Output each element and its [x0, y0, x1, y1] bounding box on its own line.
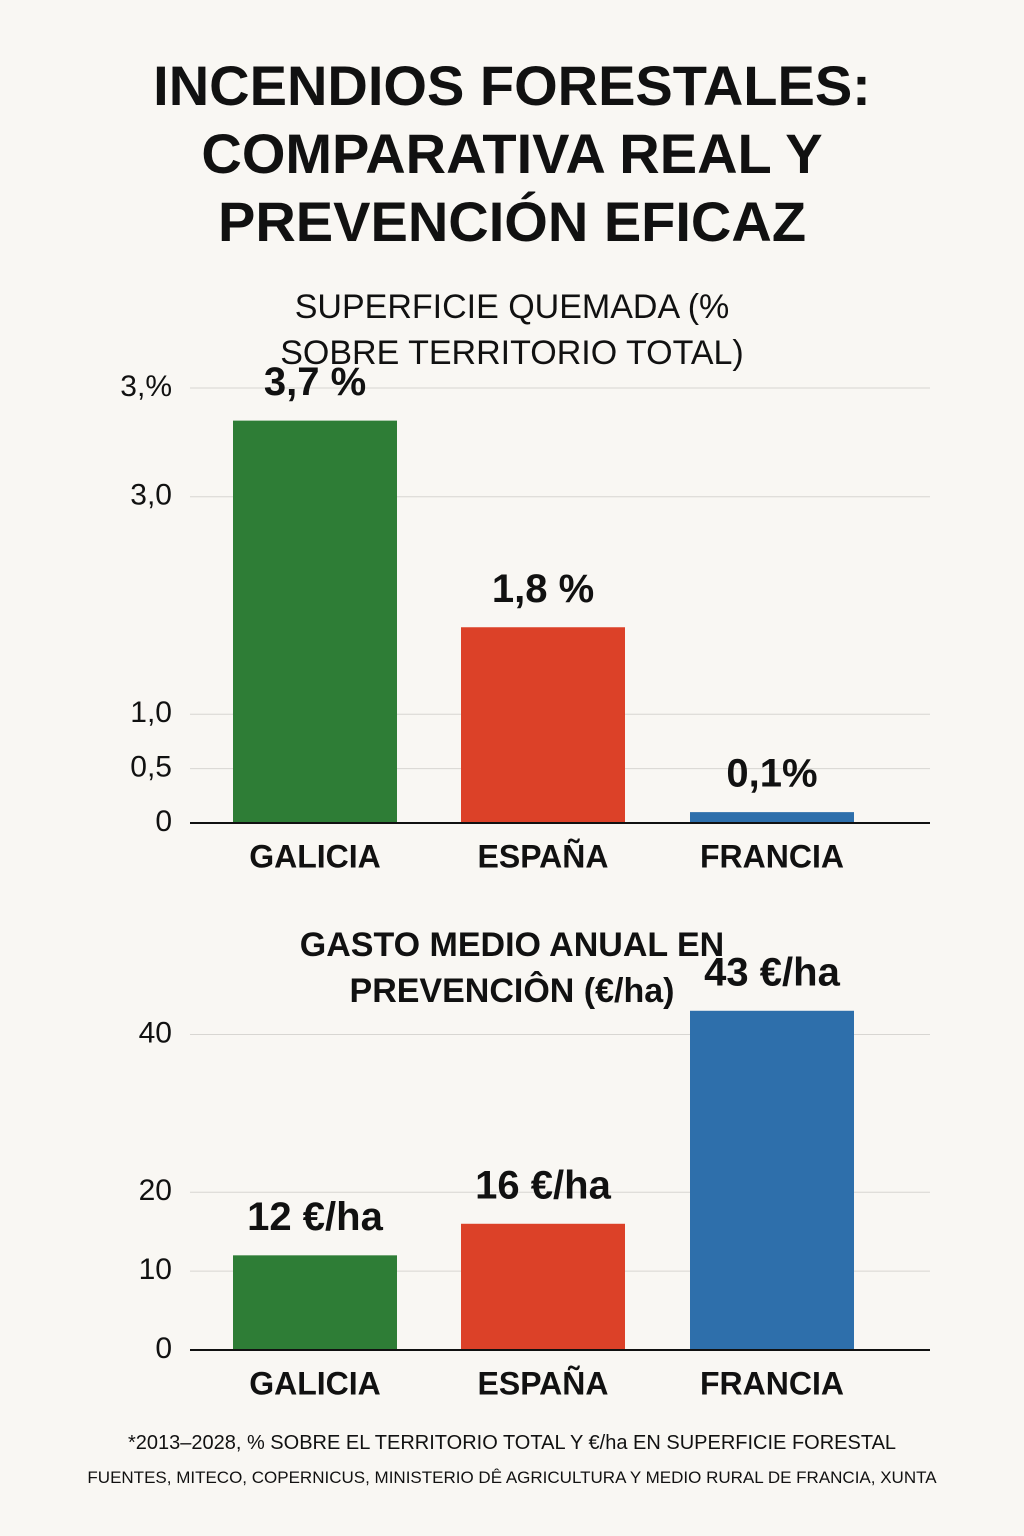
page-title: INCENDIOS FORESTALES: COMPARATIVA REAL Y… — [153, 54, 871, 253]
bar — [461, 1223, 625, 1350]
value-label: 0,1% — [726, 752, 817, 796]
value-label: 43 €/ha — [704, 950, 840, 994]
y-tick-label: 3,% — [120, 370, 172, 403]
y-tick-label: 1,0 — [130, 696, 172, 729]
y-tick-label: 0 — [155, 805, 172, 838]
value-label: 16 €/ha — [475, 1163, 611, 1207]
footnote: *2013–2028, % SOBRE EL TERRITORIO TOTAL … — [127, 1432, 897, 1454]
x-tick-label: GALICIA — [249, 838, 381, 874]
x-tick-label: GALICIA — [249, 1365, 381, 1401]
bar — [233, 1255, 397, 1350]
bar — [461, 627, 625, 823]
y-tick-label: 0,5 — [130, 751, 172, 784]
y-tick-label: 3,0 — [130, 479, 172, 512]
y-tick-label: 20 — [139, 1174, 172, 1207]
y-tick-label: 10 — [139, 1253, 172, 1286]
y-tick-label: 40 — [139, 1016, 172, 1049]
chart-title: SUPERFICIE QUEMADA (% SOBRE TERRITORIO T… — [280, 288, 744, 372]
x-tick-label: ESPAÑA — [478, 1365, 609, 1401]
y-tick-label: 0 — [155, 1332, 172, 1365]
bar — [233, 420, 397, 823]
bar — [690, 1010, 854, 1350]
value-label: 12 €/ha — [247, 1195, 383, 1239]
chart-title: GASTO MEDIO ANUAL EN PREVENCIÔN (€/ha) — [299, 926, 725, 1010]
value-label: 1,8 % — [492, 567, 594, 611]
value-label: 3,7 % — [264, 360, 366, 404]
x-tick-label: ESPAÑA — [478, 838, 609, 874]
footnote: FUENTES, MITECO, COPERNICUS, MINISTERIO … — [87, 1468, 937, 1487]
x-tick-label: FRANCIA — [700, 1365, 844, 1401]
x-tick-label: FRANCIA — [700, 838, 844, 874]
bar — [690, 812, 854, 823]
